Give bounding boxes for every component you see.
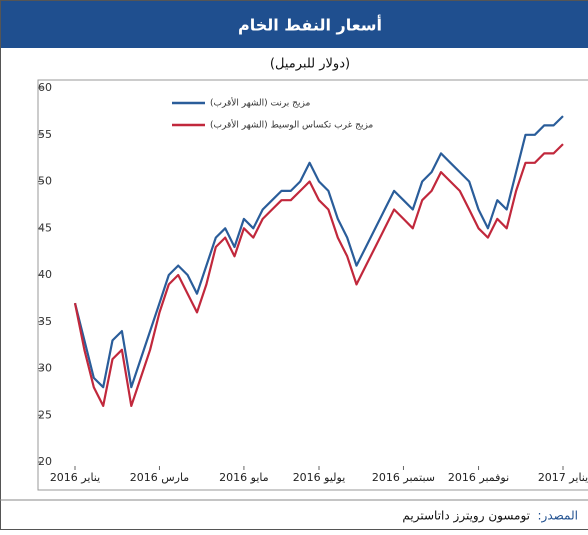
legend-label: مزيج برنت (الشهر الأقرب) — [210, 97, 310, 109]
chart-subtitle: (دولار للبرميل) — [270, 57, 350, 72]
x-tick-label: يناير 2016 — [50, 471, 100, 484]
source-text: تومسون رويترز داتاستريم — [402, 509, 530, 524]
legend-label: مزيج غرب تكساس الوسيط (الشهر الأقرب) — [210, 119, 373, 131]
x-tick-label: مارس 2016 — [130, 471, 190, 484]
source-label: المصدر: — [538, 509, 578, 524]
x-tick-label: نوفمبر 2016 — [448, 471, 509, 484]
x-tick-label: سبتمبر 2016 — [372, 471, 435, 484]
x-tick-label: يناير 2017 — [538, 471, 588, 484]
x-tick-label: يوليو 2016 — [293, 471, 346, 484]
x-tick-label: مايو 2016 — [219, 471, 269, 484]
chart-title: أسعار النفط الخام — [238, 15, 382, 35]
